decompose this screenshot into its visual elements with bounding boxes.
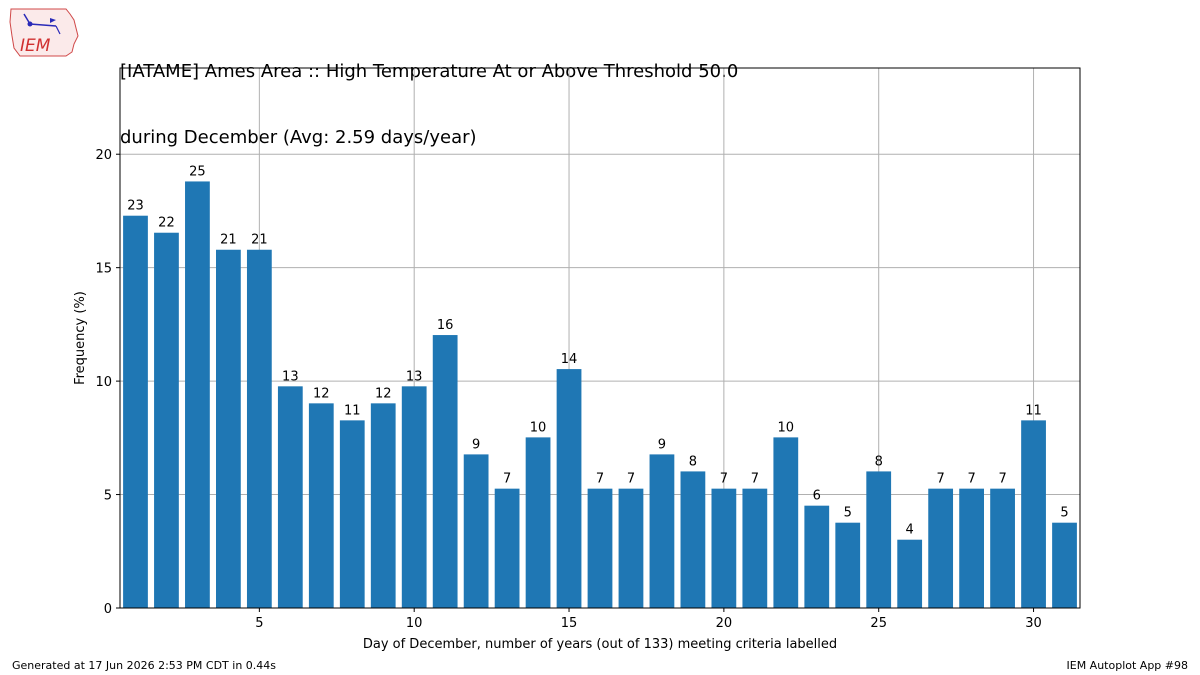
bars bbox=[123, 181, 1077, 609]
data-label-day-1: 23 bbox=[127, 199, 144, 214]
data-label-day-20: 7 bbox=[720, 472, 728, 487]
plot-frame bbox=[119, 67, 1081, 609]
bar-day-19 bbox=[680, 471, 706, 608]
bar-day-31 bbox=[1052, 522, 1077, 608]
data-label-day-26: 4 bbox=[906, 523, 914, 538]
data-label-day-22: 10 bbox=[778, 420, 795, 435]
data-label-day-2: 22 bbox=[158, 216, 175, 231]
x-tick-label: 20 bbox=[716, 616, 733, 631]
bar-day-3 bbox=[185, 181, 210, 608]
data-label-day-7: 12 bbox=[313, 386, 330, 401]
data-label-day-9: 12 bbox=[375, 386, 392, 401]
data-label-day-23: 6 bbox=[813, 489, 821, 504]
data-label-day-21: 7 bbox=[751, 472, 759, 487]
data-label-day-19: 8 bbox=[689, 454, 697, 469]
bar-day-14 bbox=[525, 437, 551, 608]
data-label-day-12: 9 bbox=[472, 437, 480, 452]
bar-day-7 bbox=[308, 403, 334, 608]
bar-day-17 bbox=[618, 488, 644, 608]
bar-day-4 bbox=[216, 249, 241, 608]
app-label: IEM Autoplot App #98 bbox=[1066, 659, 1189, 672]
bar-day-16 bbox=[587, 488, 613, 608]
bar-day-18 bbox=[649, 454, 675, 608]
x-axis-label: Day of December, number of years (out of… bbox=[363, 637, 837, 652]
x-tick-label: 5 bbox=[255, 616, 263, 631]
data-label-day-8: 11 bbox=[344, 403, 361, 418]
data-label-day-14: 10 bbox=[530, 420, 547, 435]
data-labels: 23 22 25 21 21 13 12 11 12 13 16 9 7 10 14 7 7 9 8 7 7 10 6 5 8 4… bbox=[127, 164, 1068, 537]
bar-day-21 bbox=[742, 488, 768, 608]
data-label-day-3: 25 bbox=[189, 164, 206, 179]
data-label-day-30: 11 bbox=[1025, 403, 1042, 418]
data-label-day-27: 7 bbox=[937, 472, 945, 487]
bar-day-5 bbox=[246, 249, 272, 608]
axis-ticks: 5 10 15 20 25 30 0 5 10 15 20 bbox=[95, 148, 1041, 631]
grid-lines bbox=[120, 68, 1080, 609]
bar-day-9 bbox=[370, 403, 396, 608]
title-line-1: [IATAME] Ames Area :: High Temperature A… bbox=[120, 61, 739, 82]
y-axis-label: Frequency (%) bbox=[73, 291, 88, 385]
bar-day-10 bbox=[401, 386, 427, 608]
y-tick-label: 15 bbox=[95, 262, 112, 277]
data-label-day-11: 16 bbox=[437, 318, 454, 333]
generated-timestamp: Generated at 17 Jun 2026 2:53 PM CDT in … bbox=[12, 659, 277, 672]
data-label-day-28: 7 bbox=[967, 472, 975, 487]
bar-day-28 bbox=[959, 488, 984, 608]
x-tick-label: 25 bbox=[870, 616, 887, 631]
y-tick-label: 20 bbox=[95, 148, 112, 163]
bar-day-24 bbox=[835, 522, 861, 608]
logo-text: IEM bbox=[20, 36, 51, 56]
data-label-day-24: 5 bbox=[844, 506, 852, 521]
data-label-day-5: 21 bbox=[251, 233, 268, 248]
bar-day-12 bbox=[463, 454, 489, 608]
data-label-day-4: 21 bbox=[220, 233, 237, 248]
data-label-day-29: 7 bbox=[998, 472, 1006, 487]
bar-day-15 bbox=[556, 369, 582, 608]
bar-day-1 bbox=[123, 215, 148, 609]
bar-day-25 bbox=[866, 471, 892, 608]
x-tick-label: 30 bbox=[1025, 616, 1042, 631]
data-label-day-16: 7 bbox=[596, 472, 604, 487]
bar-day-29 bbox=[990, 488, 1015, 608]
y-tick-label: 5 bbox=[104, 489, 112, 504]
data-label-day-18: 9 bbox=[658, 437, 666, 452]
bar-day-2 bbox=[154, 232, 179, 608]
bar-day-30 bbox=[1021, 420, 1046, 608]
y-tick-label: 0 bbox=[104, 602, 112, 617]
data-label-day-10: 13 bbox=[406, 369, 423, 384]
bar-day-22 bbox=[773, 437, 799, 608]
bar-day-13 bbox=[494, 488, 520, 608]
y-tick-label: 10 bbox=[95, 375, 112, 390]
x-tick-label: 15 bbox=[561, 616, 578, 631]
data-label-day-13: 7 bbox=[503, 472, 511, 487]
data-label-day-15: 14 bbox=[561, 352, 578, 367]
data-label-day-31: 5 bbox=[1060, 506, 1068, 521]
x-tick-label: 10 bbox=[406, 616, 423, 631]
title-line-2: during December (Avg: 2.59 days/year) bbox=[120, 127, 477, 148]
iem-logo: IEM bbox=[8, 6, 82, 62]
bar-day-20 bbox=[711, 488, 737, 608]
bar-day-26 bbox=[897, 539, 923, 608]
data-label-day-25: 8 bbox=[875, 454, 883, 469]
bar-day-27 bbox=[928, 488, 954, 608]
bar-day-23 bbox=[804, 505, 830, 608]
data-label-day-6: 13 bbox=[282, 369, 299, 384]
bar-day-8 bbox=[339, 420, 365, 608]
chart-title: [IATAME] Ames Area :: High Temperature A… bbox=[120, 17, 738, 171]
bar-day-6 bbox=[277, 386, 303, 608]
data-label-day-17: 7 bbox=[627, 472, 635, 487]
bar-day-11 bbox=[432, 335, 458, 608]
